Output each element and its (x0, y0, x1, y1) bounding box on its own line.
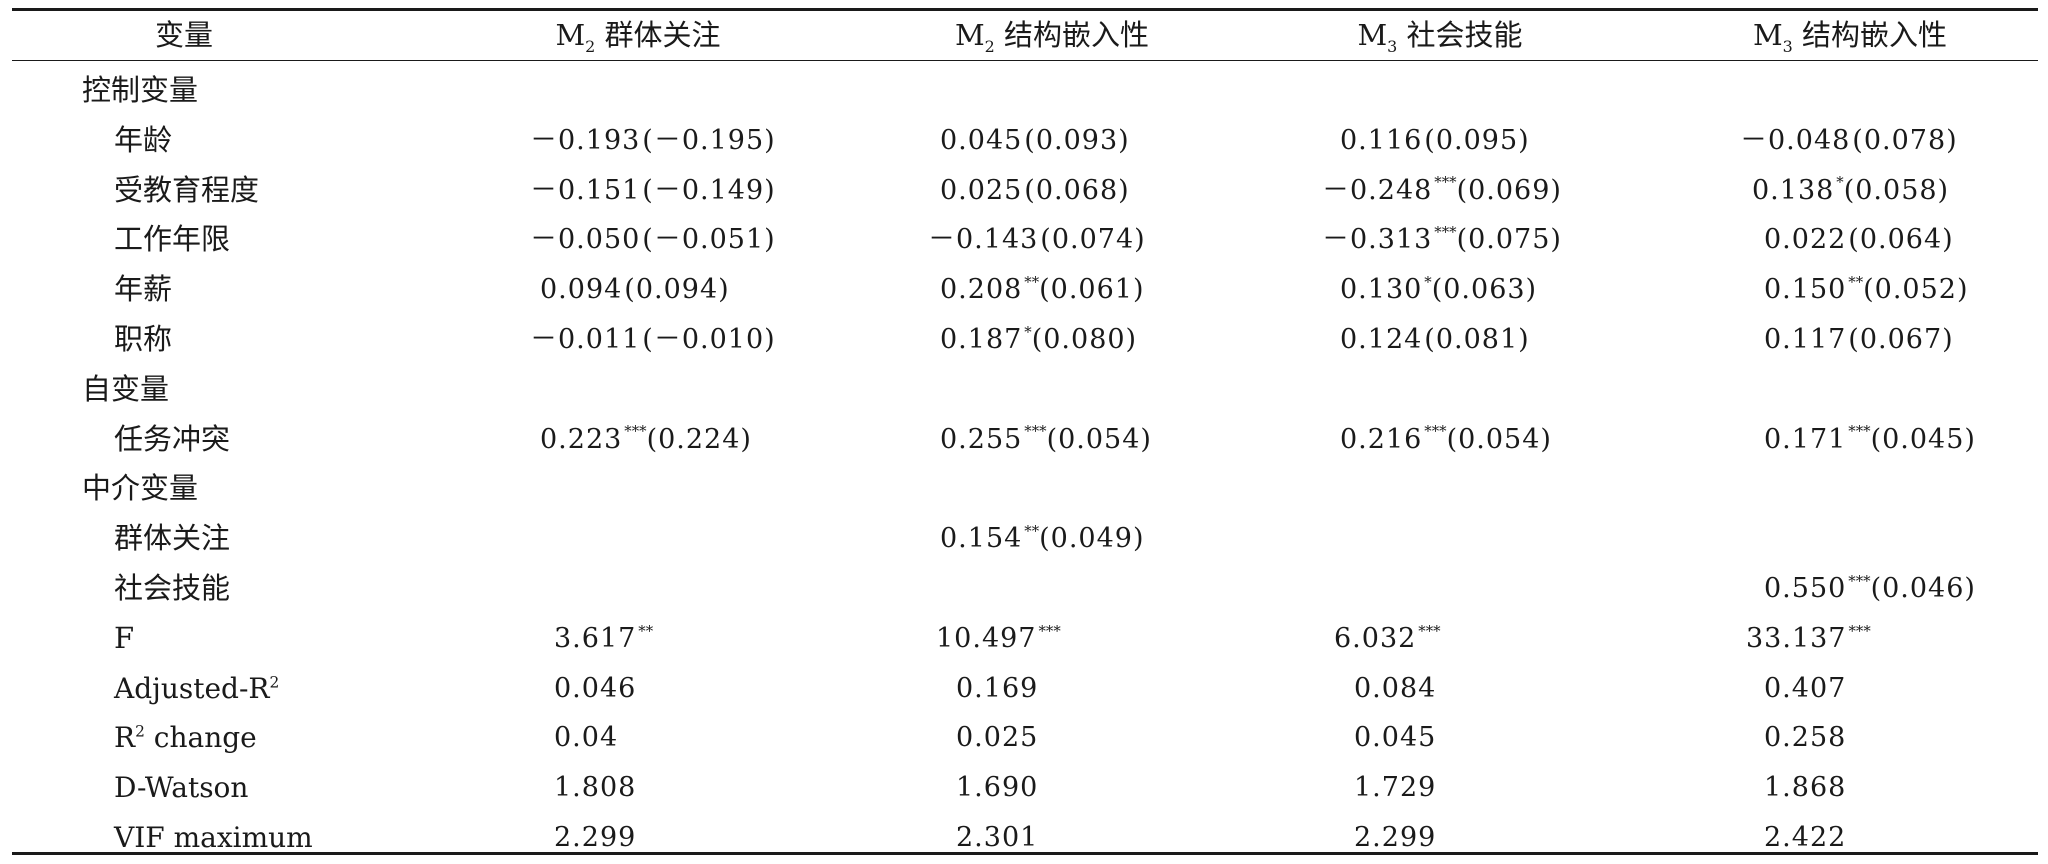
table-header-row: 变量 M2 群体关注 M2 结构嵌入性 M3 社会技能 M3 结构嵌入性 (12, 11, 2038, 60)
row-label-task-conflict: 任务冲突 (114, 421, 231, 456)
cell-f-m3-social-skill: 6.032 *** (1334, 621, 1441, 654)
cell-adjusted-r2-m2-structural: 0.169 (956, 672, 1039, 704)
section-row-mediator: 中介变量 (12, 464, 2038, 514)
table-row-r2-change: R2 change 0.04 0.025 0.045 0.258 (12, 713, 2038, 763)
row-label-social-skill: 社会技能 (114, 570, 231, 605)
table-row-education: 受教育程度 －0.151(－0.149) 0.025(0.068) －0.248… (12, 166, 2038, 216)
row-label-vif-maximum: VIF maximum (114, 820, 313, 854)
cell-task-conflict-m2-structural: 0.255 ***(0.054) (940, 422, 1152, 455)
cell-salary-m3-structural: 0.150 **(0.052) (1764, 273, 1969, 306)
row-label-d-watson: D-Watson (114, 771, 249, 805)
cell-r2-change-m2-structural: 0.025 (956, 722, 1039, 754)
header-variable: 变量 (154, 18, 214, 52)
cell-title-m2-group-focus: －0.011(－0.010) (530, 323, 776, 355)
cell-d-watson-m2-group-focus: 1.808 (554, 772, 637, 804)
header-m3-social-skill: M3 社会技能 (1357, 18, 1523, 56)
cell-salary-m2-structural: 0.208 **(0.061) (940, 273, 1145, 306)
header-m2-structural-embeddedness: M2 结构嵌入性 (954, 18, 1150, 56)
cell-tenure-m3-structural: 0.022(0.064) (1764, 224, 1954, 256)
cell-education-m3-social-skill: －0.248 ***(0.069) (1322, 173, 1562, 206)
table-header-rule (12, 60, 2038, 61)
cell-age-m2-structural: 0.045(0.093) (940, 124, 1130, 156)
cell-vif-m2-structural: 2.301 (956, 821, 1039, 853)
cell-salary-m3-social-skill: 0.130 *(0.063) (1340, 273, 1538, 306)
cell-r2-change-m2-group-focus: 0.04 (554, 722, 619, 754)
table-row-vif-maximum: VIF maximum 2.299 2.301 2.299 2.422 (12, 813, 2038, 863)
table-top-rule (12, 8, 2038, 11)
row-label-group-focus: 群体关注 (114, 521, 231, 556)
row-label-tenure: 工作年限 (114, 222, 231, 257)
header-m2-group-focus: M2 群体关注 (555, 18, 721, 56)
cell-adjusted-r2-m3-social-skill: 0.084 (1354, 672, 1437, 704)
cell-salary-m2-group-focus: 0.094(0.094) (540, 274, 730, 306)
cell-education-m2-group-focus: －0.151(－0.149) (530, 174, 776, 206)
cell-task-conflict-m3-structural: 0.171 ***(0.045) (1764, 422, 1976, 455)
cell-tenure-m2-group-focus: －0.050(－0.051) (530, 224, 776, 256)
cell-age-m3-structural: －0.048(0.078) (1740, 124, 1958, 156)
row-label-title: 职称 (114, 321, 173, 356)
table-body: 控制变量 年龄 －0.193(－0.195) 0.045(0.093) 0.11… (12, 66, 2038, 863)
row-label-adjusted-r2: Adjusted-R2 (114, 671, 280, 705)
cell-adjusted-r2-m3-structural: 0.407 (1764, 672, 1847, 704)
table-row-d-watson: D-Watson 1.808 1.690 1.729 1.868 (12, 763, 2038, 813)
section-label-mediator: 中介变量 (82, 471, 199, 506)
cell-f-m3-structural: 33.137 *** (1746, 621, 1871, 654)
row-label-age: 年龄 (114, 122, 173, 157)
cell-title-m3-social-skill: 0.124(0.081) (1340, 323, 1530, 355)
cell-task-conflict-m3-social-skill: 0.216 ***(0.054) (1340, 422, 1552, 455)
section-row-independent: 自变量 (12, 365, 2038, 415)
row-label-r2-change: R2 change (114, 721, 257, 755)
cell-d-watson-m2-structural: 1.690 (956, 772, 1039, 804)
cell-task-conflict-m2-group-focus: 0.223 ***(0.224) (540, 422, 752, 455)
cell-education-m3-structural: 0.138 *(0.058) (1752, 173, 1950, 206)
cell-title-m2-structural: 0.187 *(0.080) (940, 322, 1138, 355)
section-row-control: 控制变量 (12, 66, 2038, 116)
cell-tenure-m3-social-skill: －0.313 ***(0.075) (1322, 223, 1562, 256)
cell-adjusted-r2-m2-group-focus: 0.046 (554, 672, 637, 704)
cell-vif-m3-structural: 2.422 (1764, 821, 1847, 853)
cell-tenure-m2-structural: －0.143(0.074) (928, 224, 1146, 256)
table-row-social-skill: 社会技能 0.550 ***(0.046) (12, 564, 2038, 614)
table-row-salary: 年薪 0.094(0.094) 0.208 **(0.061) 0.130 *(0.… (12, 265, 2038, 315)
header-m3-structural-embeddedness: M3 结构嵌入性 (1752, 18, 1948, 56)
cell-f-m2-group-focus: 3.617 ** (554, 621, 654, 654)
cell-group-focus-m2-structural: 0.154 **(0.049) (940, 522, 1145, 555)
row-label-education: 受教育程度 (114, 172, 260, 207)
table-row-group-focus: 群体关注 0.154 **(0.049) (12, 514, 2038, 564)
section-label-control: 控制变量 (82, 73, 199, 107)
cell-education-m2-structural: 0.025(0.068) (940, 174, 1130, 206)
table-row-tenure: 工作年限 －0.050(－0.051) －0.143(0.074) －0.313… (12, 215, 2038, 265)
row-label-salary: 年薪 (114, 272, 173, 307)
table-row-adjusted-r2: Adjusted-R2 0.046 0.169 0.084 0.407 (12, 664, 2038, 714)
cell-d-watson-m3-structural: 1.868 (1764, 772, 1847, 804)
cell-f-m2-structural: 10.497 *** (936, 621, 1061, 654)
cell-r2-change-m3-social-skill: 0.045 (1354, 722, 1437, 754)
cell-r2-change-m3-structural: 0.258 (1764, 722, 1847, 754)
table-row-age: 年龄 －0.193(－0.195) 0.045(0.093) 0.116(0.0… (12, 116, 2038, 166)
cell-vif-m3-social-skill: 2.299 (1354, 821, 1437, 853)
table-row-task-conflict: 任务冲突 0.223 ***(0.224) 0.255 ***(0.054) 0.2… (12, 415, 2038, 465)
table-row-f: F 3.617 ** 10.497 *** 6.032 *** 33.137 *** (12, 614, 2038, 664)
table-row-title: 职称 －0.011(－0.010) 0.187 *(0.080) 0.124(0.… (12, 315, 2038, 365)
section-label-independent: 自变量 (82, 371, 170, 406)
table-bottom-rule (12, 852, 2038, 855)
cell-d-watson-m3-social-skill: 1.729 (1354, 772, 1437, 804)
cell-title-m3-structural: 0.117(0.067) (1764, 323, 1954, 355)
cell-social-skill-m3-structural: 0.550 ***(0.046) (1764, 571, 1976, 604)
cell-age-m3-social-skill: 0.116(0.095) (1340, 124, 1530, 156)
cell-age-m2-group-focus: －0.193(－0.195) (530, 124, 776, 156)
row-label-f: F (114, 620, 135, 655)
cell-vif-m2-group-focus: 2.299 (554, 821, 637, 853)
